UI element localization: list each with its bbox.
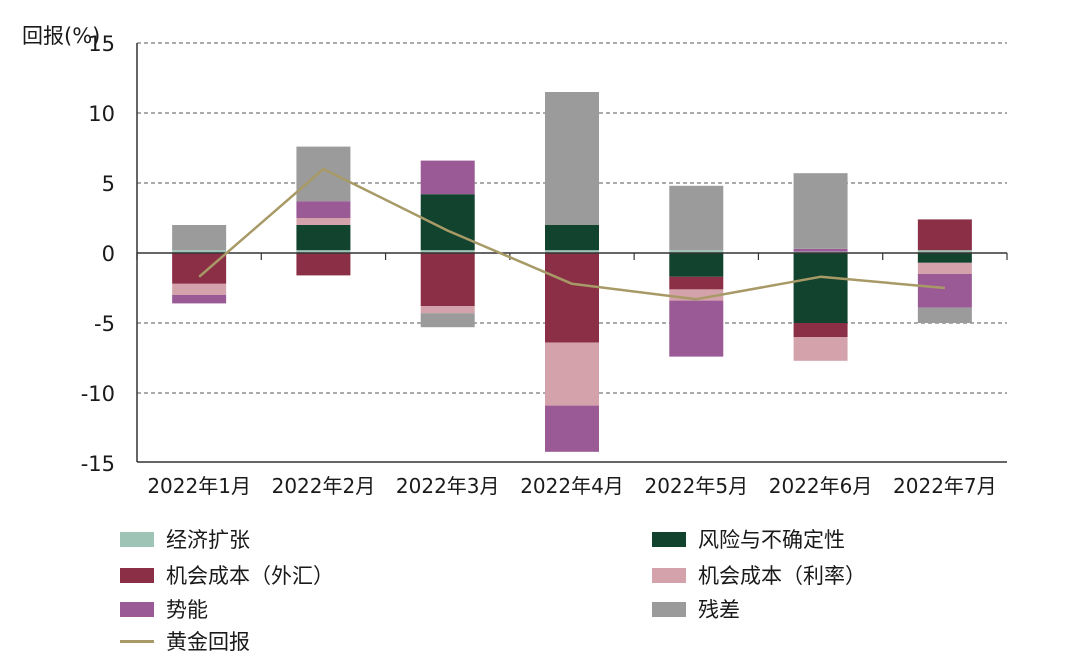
- y-tick-label: 10: [88, 102, 115, 126]
- bar-segment: [793, 173, 848, 249]
- y-tick-label: -15: [81, 452, 115, 476]
- bar-segment: [545, 92, 599, 225]
- bar-segment: [172, 225, 227, 251]
- x-tick-label: 2022年6月: [769, 474, 873, 498]
- bar-segment: [669, 185, 724, 251]
- bar-segment: [793, 337, 848, 361]
- bar-segment: [917, 253, 972, 263]
- bar-segment: [296, 250, 351, 253]
- bar-segment: [545, 250, 599, 253]
- x-tick-label: 2022年7月: [893, 474, 997, 498]
- x-tick-label: 2022年3月: [396, 474, 500, 498]
- y-tick-label: 5: [102, 172, 115, 196]
- y-axis-unit-label: 回报(%): [22, 24, 101, 48]
- bars: [172, 92, 972, 452]
- bar-segment: [917, 307, 972, 323]
- bar-segment: [420, 160, 475, 195]
- bar-segment: [172, 250, 227, 253]
- bar-segment: [917, 262, 972, 274]
- bar-segment: [545, 405, 599, 452]
- bar-segment: [917, 274, 972, 308]
- x-tick-label: 2022年4月: [520, 474, 624, 498]
- bar-segment: [172, 295, 227, 304]
- bar-segment: [669, 253, 724, 277]
- y-tick-label: -5: [94, 312, 115, 336]
- y-tick-label: 0: [102, 242, 115, 266]
- bar-segment: [793, 323, 848, 337]
- bar-segment: [420, 313, 475, 328]
- bar-segment: [545, 253, 599, 343]
- bar-segment: [296, 218, 351, 225]
- gold-return-line: [198, 167, 945, 301]
- bar-segment: [669, 300, 724, 357]
- bar-segment: [420, 250, 475, 253]
- bar-segment: [793, 253, 848, 323]
- bar-segment: [669, 276, 724, 290]
- bar-segment: [917, 250, 972, 253]
- bar-segment: [669, 250, 724, 253]
- x-tick-label: 2022年2月: [272, 474, 376, 498]
- x-tick-label: 2022年5月: [644, 474, 748, 498]
- bar-segment: [296, 225, 351, 251]
- bar-segment: [420, 253, 475, 307]
- gold-return-line-layer: [198, 167, 945, 301]
- bar-segment: [669, 289, 724, 301]
- y-tick-label: -10: [81, 382, 115, 406]
- bar-segment: [420, 306, 475, 314]
- bar-segment: [545, 342, 599, 406]
- bar-segment: [296, 253, 351, 276]
- bar-segment: [917, 219, 972, 251]
- bar-segment: [545, 225, 599, 251]
- y-tick-label: 15: [88, 32, 115, 56]
- x-tick-label: 2022年1月: [147, 474, 251, 498]
- y-tick-labels: 15 10 5 0 -5 -10 -15: [81, 32, 115, 476]
- bar-segment: [172, 253, 227, 284]
- x-tick-labels: 2022年1月 2022年2月 2022年3月 2022年4月 2022年5月 2022年…: [147, 474, 996, 498]
- bar-segment: [296, 201, 351, 218]
- axes: [136, 43, 1008, 463]
- bar-segment: [296, 146, 351, 202]
- bar-segment: [793, 248, 848, 252]
- bar-segment: [172, 283, 227, 295]
